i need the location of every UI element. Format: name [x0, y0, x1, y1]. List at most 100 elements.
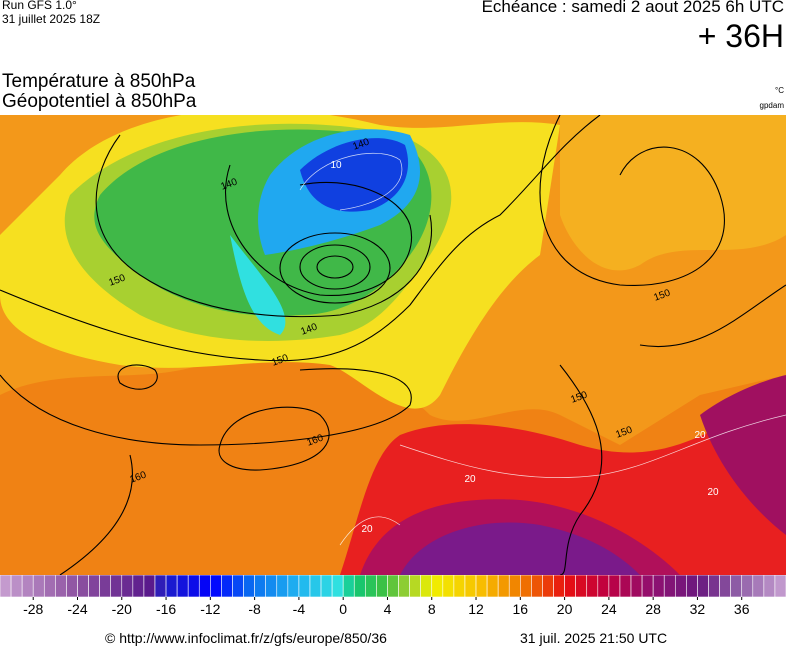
colorbar-swatch	[32, 575, 45, 598]
isotherm-label: 10	[330, 160, 342, 171]
colorbar-swatch	[387, 575, 399, 598]
colorbar-swatch	[508, 575, 521, 598]
colorbar-tick-label: -12	[200, 601, 220, 615]
colorbar-swatch	[154, 575, 167, 598]
colorbar-swatch	[442, 575, 455, 598]
colorbar-swatch	[121, 575, 134, 598]
scandinavia-area	[560, 115, 786, 271]
colorbar-swatch	[586, 575, 599, 598]
colorbar-swatch	[464, 575, 477, 598]
colorbar-tick-label: 28	[645, 601, 661, 615]
colorbar-swatch	[210, 575, 222, 598]
colorbar-swatch	[0, 575, 12, 598]
colorbar-tick-label: 12	[468, 601, 484, 615]
colorbar-swatch	[331, 575, 344, 598]
colorbar-swatch	[243, 575, 255, 598]
colorbar-swatch	[663, 575, 676, 598]
colorbar-tick-label: 8	[428, 601, 436, 615]
colorbar-tick-label: -20	[112, 601, 132, 615]
colorbar-swatch	[531, 575, 543, 598]
colorbar-swatch	[232, 575, 244, 598]
run-date: 31 juillet 2025 18Z	[2, 12, 101, 26]
colorbar-swatch	[763, 575, 776, 598]
colorbar-swatch	[176, 575, 189, 598]
colorbar-swatch	[431, 575, 444, 598]
colorbar-swatch	[365, 575, 377, 598]
timestamp: 31 juil. 2025 21:50 UTC	[520, 630, 668, 646]
colorbar-swatch	[110, 575, 123, 598]
unit-temperature: °C	[775, 86, 784, 95]
colorbar-swatch	[398, 575, 410, 598]
east-hot-area	[700, 375, 786, 535]
colorbar-swatch	[265, 575, 278, 598]
colorbar-swatch	[486, 575, 499, 598]
colorbar-swatch	[276, 575, 289, 598]
colorbar-tick-label: 16	[513, 601, 529, 615]
colorbar-swatch	[575, 575, 588, 598]
colorbar-swatch	[66, 575, 78, 598]
colorbar-swatch	[719, 575, 731, 598]
colorbar-swatch	[652, 575, 665, 598]
colorbar-swatch	[497, 575, 510, 598]
unit-geopotential: gpdam	[759, 101, 784, 110]
colorbar-tick-label: -24	[67, 601, 87, 615]
very-hot-area	[400, 522, 640, 575]
colorbar-swatch	[520, 575, 532, 598]
colorbar-tick-label: -16	[156, 601, 176, 615]
colorbar-swatch	[630, 575, 643, 598]
colorbar-swatch	[741, 575, 754, 598]
colorbar-tick-label: 32	[690, 601, 706, 615]
colorbar-swatch	[453, 575, 466, 598]
run-label: Run GFS 1.0°	[2, 0, 77, 12]
colorbar-swatch	[309, 575, 322, 598]
colorbar-swatch	[564, 575, 576, 598]
colorbar-swatch	[143, 575, 156, 598]
colorbar-swatch	[674, 575, 687, 598]
colorbar-swatch	[774, 575, 786, 598]
colorbar-tick-label: 0	[339, 601, 347, 615]
colorbar-swatch	[409, 575, 421, 598]
colorbar-swatch	[353, 575, 366, 598]
colorbar-swatch	[298, 575, 311, 598]
colorbar-tick-label: -8	[248, 601, 261, 615]
isotherm-label: 20	[361, 524, 373, 535]
colorbar-tick-label: -4	[293, 601, 306, 615]
colorbar-swatch	[88, 575, 100, 598]
isotherms	[299, 152, 786, 546]
colorbar-swatch	[697, 575, 709, 598]
isotherm-label: 20	[694, 430, 706, 441]
colorbar-tick-label: 20	[557, 601, 573, 615]
colorbar-tick-label: 4	[384, 601, 392, 615]
colorbar-swatch	[287, 575, 300, 598]
colorbar-swatch	[608, 575, 621, 598]
colorbar-tick-label: -28	[23, 601, 43, 615]
colorbar-swatch	[752, 575, 765, 598]
title-temperature: Température à 850hPa	[2, 71, 196, 92]
colorbar-swatch	[420, 575, 433, 598]
colorbar-swatch	[43, 575, 56, 598]
colorbar-swatch	[641, 575, 654, 598]
colorbar-swatch	[187, 575, 200, 598]
colorbar-swatch	[55, 575, 67, 598]
colorbar-swatch	[376, 575, 388, 598]
valid-time: Echéance : samedi 2 aout 2025 6h UTC	[481, 0, 784, 16]
colorbar-swatch	[254, 575, 266, 598]
colorbar-swatch	[21, 575, 34, 598]
colorbar-tick-label: 24	[601, 601, 617, 615]
colorbar-swatch	[198, 575, 211, 598]
colorbar-swatch	[165, 575, 178, 598]
lead-time: + 36H	[697, 18, 784, 54]
isotherm-label: 20	[707, 487, 719, 498]
colorbar-swatch	[132, 575, 145, 598]
colorbar-swatch	[686, 575, 698, 598]
colorbar-swatch	[553, 575, 565, 598]
deep-blue-area	[300, 138, 409, 212]
colorbar-swatch	[221, 575, 233, 598]
colorbar-swatch	[619, 575, 632, 598]
source-url: © http://www.infoclimat.fr/z/gfs/europe/…	[105, 630, 387, 646]
colorbar-swatch	[708, 575, 720, 598]
colorbar-swatch	[475, 575, 488, 598]
colorbar-tick-label: 36	[734, 601, 750, 615]
